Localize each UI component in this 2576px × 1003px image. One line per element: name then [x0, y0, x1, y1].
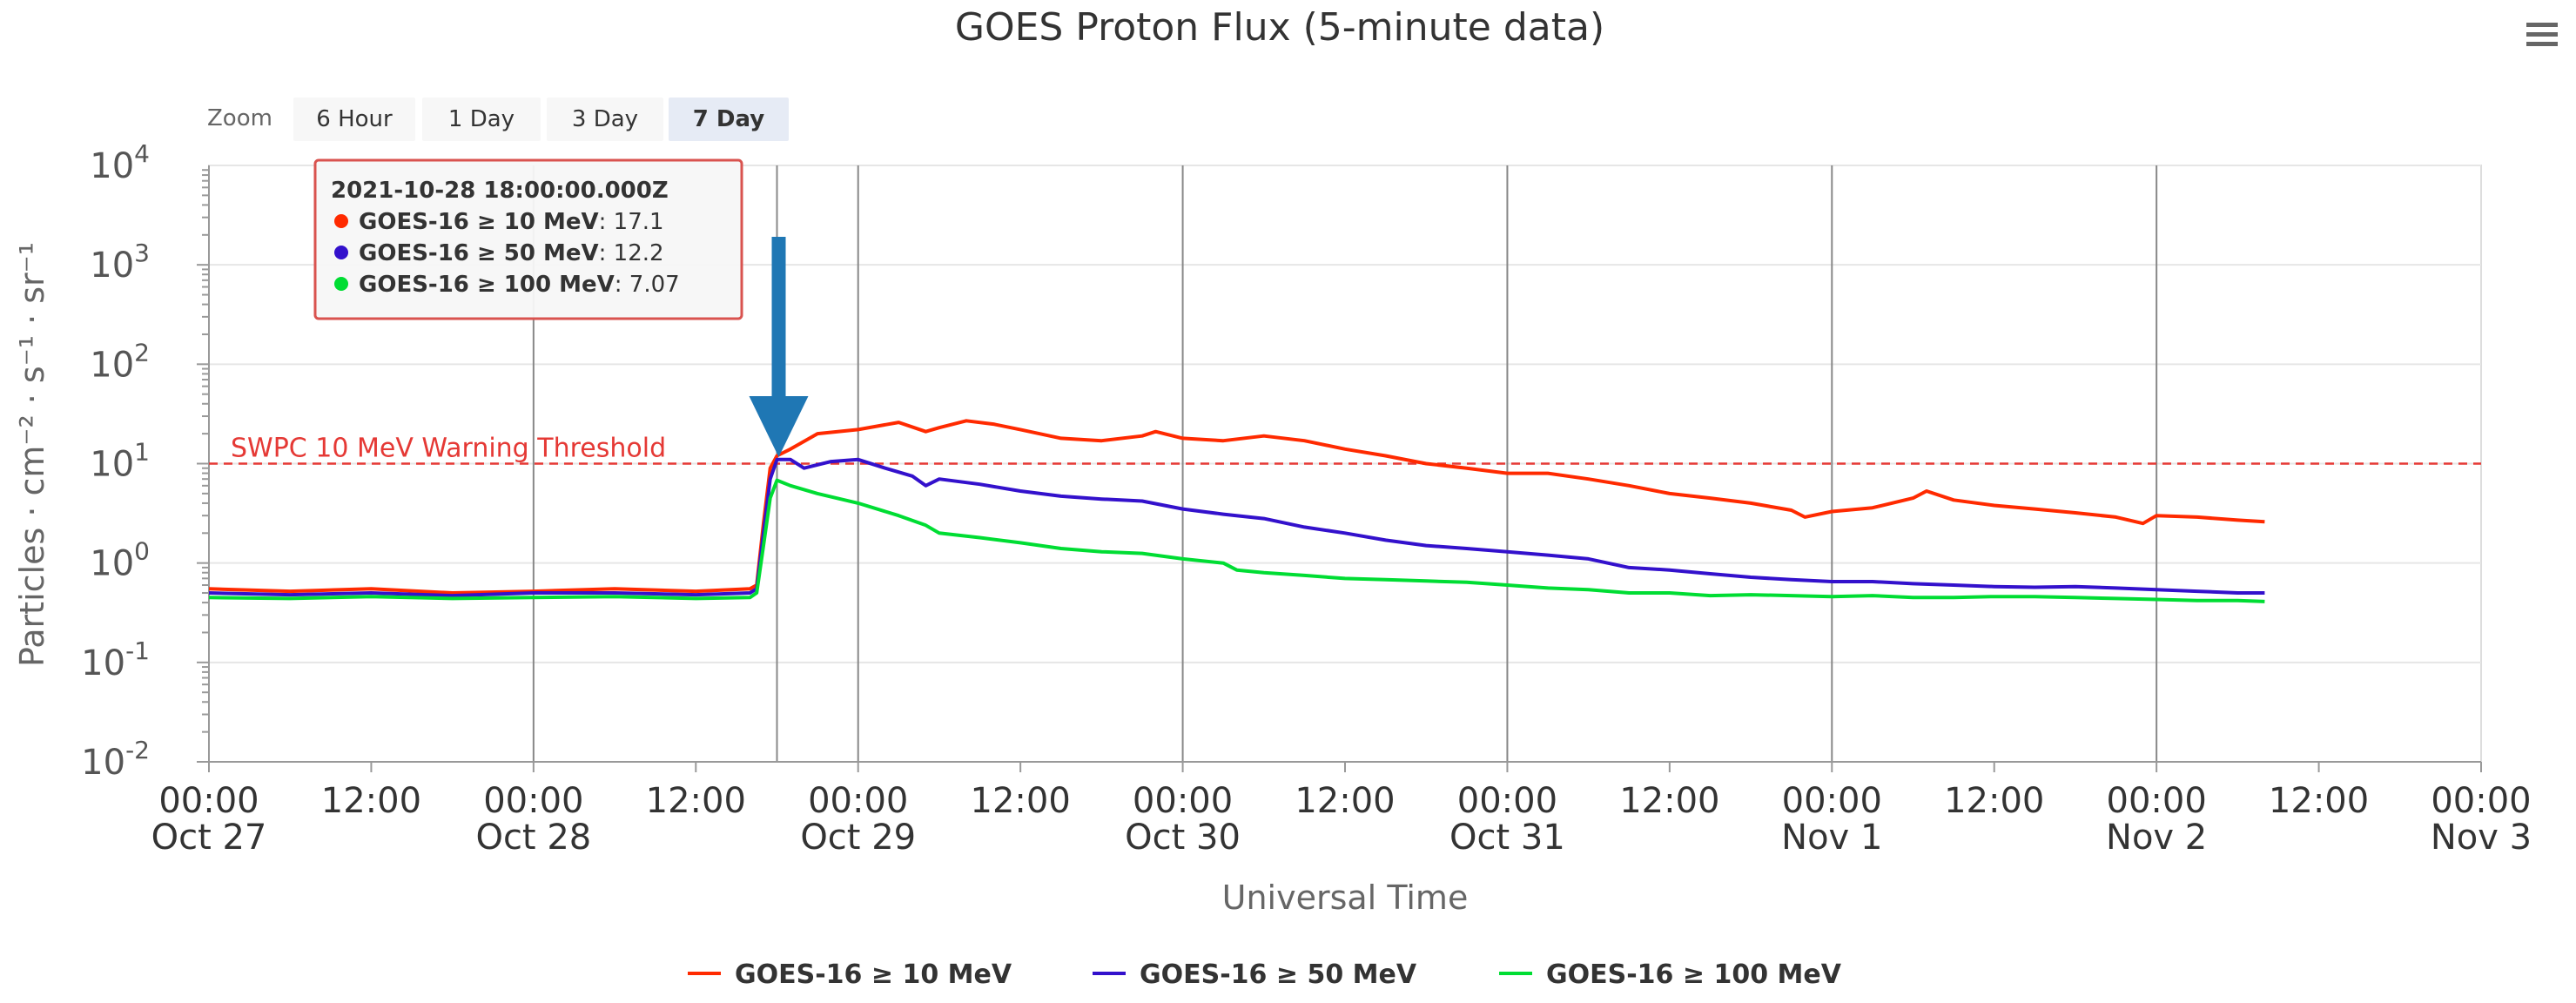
- x-tick-date: Oct 28: [475, 818, 591, 858]
- x-tick-time: 00:00: [808, 781, 908, 821]
- x-tick-time: 12:00: [2269, 781, 2369, 821]
- zoom-button-bg: [669, 98, 789, 141]
- zoom-button-label: 7 Day: [693, 106, 764, 132]
- x-tick-date: Oct 27: [151, 818, 267, 858]
- legend-item-1[interactable]: GOES-16 ≥ 10 MeV: [688, 959, 1012, 990]
- zoom-button-label: 3 Day: [572, 106, 638, 132]
- x-tick-time: 12:00: [646, 781, 746, 821]
- x-tick-time: 00:00: [1457, 781, 1557, 821]
- x-tick-date: Nov 2: [2106, 818, 2207, 858]
- arrow-shaft: [771, 237, 786, 411]
- zoom-label: Zoom: [207, 105, 272, 131]
- zoom-button-bg: [547, 98, 663, 141]
- tooltip-marker: [334, 246, 348, 259]
- y-axis-title: Particles · cm⁻² · s⁻¹ · sr⁻¹: [13, 242, 51, 667]
- x-tick-time: 00:00: [158, 781, 259, 821]
- y-tick-label: 100: [90, 537, 150, 584]
- x-tick-time: 12:00: [321, 781, 421, 821]
- tooltip-row: GOES-16 ≥ 50 MeV: 12.2: [359, 240, 664, 266]
- y-tick-label: 10-1: [81, 636, 150, 683]
- threshold-label: SWPC 10 MeV Warning Threshold: [231, 434, 666, 464]
- legend: GOES-16 ≥ 10 MeV GOES-16 ≥ 50 MeV GOES-16 …: [688, 959, 1842, 990]
- legend-label: GOES-16 ≥ 50 MeV: [1140, 959, 1417, 990]
- tooltip: 2021-10-28 18:00:00.000Z GOES-16 ≥ 10 MeV…: [313, 158, 743, 320]
- x-tick-time: 00:00: [1782, 781, 1882, 821]
- threshold: SWPC 10 MeV Warning Threshold: [209, 434, 2481, 465]
- y-tick-label: 102: [90, 338, 150, 385]
- x-tick-date: Oct 31: [1449, 818, 1565, 858]
- y-tick-label: 101: [90, 438, 150, 485]
- tooltip-row: GOES-16 ≥ 10 MeV: 17.1: [359, 209, 664, 235]
- zoom-button-3-day[interactable]: 3 Day: [547, 98, 663, 141]
- zoom-button-1-day[interactable]: 1 Day: [422, 98, 541, 141]
- annotation-arrow: [749, 237, 809, 457]
- legend-item-3[interactable]: GOES-16 ≥ 100 MeV: [1499, 959, 1842, 990]
- x-tick-date: Oct 30: [1125, 818, 1241, 858]
- tooltip-row: GOES-16 ≥ 100 MeV: 7.07: [359, 272, 680, 298]
- x-tick-date: Nov 1: [1781, 818, 1882, 858]
- chart-title: GOES Proton Flux (5-minute data): [955, 5, 1604, 50]
- tooltip-header: 2021-10-28 18:00:00.000Z: [331, 178, 669, 204]
- zoom-controls: Zoom 6 Hour 1 Day 3 Day 7 Day: [207, 98, 789, 141]
- arrow-head: [749, 396, 809, 457]
- zoom-button-7-day[interactable]: 7 Day: [669, 98, 789, 141]
- y-tick-label: 103: [90, 239, 150, 286]
- zoom-button-bg: [422, 98, 541, 141]
- x-tick-date: Nov 3: [2431, 818, 2532, 858]
- x-tick-time: 00:00: [2107, 781, 2207, 821]
- tooltip-marker: [334, 277, 348, 291]
- x-tick-time: 12:00: [1944, 781, 2044, 821]
- x-tick-time: 00:00: [483, 781, 583, 821]
- y-tick-label: 10-2: [81, 736, 150, 783]
- series: [208, 419, 2265, 603]
- x-axis-title: Universal Time: [1222, 878, 1469, 917]
- tooltip-marker: [334, 214, 348, 228]
- zoom-button-label: 1 Day: [448, 106, 515, 132]
- x-tick-time: 00:00: [2431, 781, 2531, 821]
- x-tick-time: 00:00: [1133, 781, 1233, 821]
- x-tick-time: 12:00: [1295, 781, 1395, 821]
- y-tick-labels: 104 103 102 101 100 10-1 10-2: [81, 139, 150, 783]
- zoom-button-6-hour[interactable]: 6 Hour: [293, 98, 415, 141]
- zoom-button-bg: [293, 98, 415, 141]
- x-tick-date: Oct 29: [800, 818, 916, 858]
- hamburger-menu-icon[interactable]: [2523, 19, 2561, 49]
- legend-label: GOES-16 ≥ 100 MeV: [1546, 959, 1842, 990]
- series-line-3: [208, 478, 2265, 603]
- x-tick-time: 12:00: [971, 781, 1071, 821]
- x-tick-time: 12:00: [1619, 781, 1719, 821]
- legend-item-2[interactable]: GOES-16 ≥ 50 MeV: [1093, 959, 1417, 990]
- tooltip-box: [313, 158, 743, 320]
- zoom-button-label: 6 Hour: [316, 106, 393, 132]
- legend-label: GOES-16 ≥ 10 MeV: [735, 959, 1012, 990]
- y-tick-label: 104: [90, 139, 150, 186]
